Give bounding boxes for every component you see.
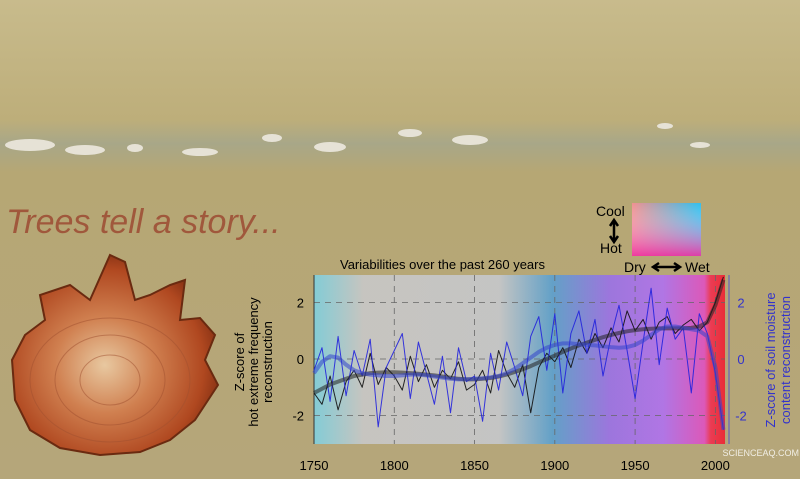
left-axis-label-line: reconstruction: [260, 321, 275, 403]
y-tick-label-right: 0: [737, 352, 744, 367]
legend-dry-label: Dry: [624, 259, 646, 275]
x-tick-label: 1850: [460, 458, 489, 473]
color-legend: Cool Hot Dry Wet: [596, 203, 710, 275]
right-axis-label-line: Z-score of soil moisture: [763, 292, 778, 427]
hot-extreme-smooth-line: [313, 279, 726, 395]
x-tick-label: 1950: [621, 458, 650, 473]
left-axis-label-line: Z-score of: [232, 332, 247, 391]
y-tick-label-right: -2: [735, 409, 747, 424]
soil-moisture-line: [313, 287, 724, 430]
sheep-flock: [5, 123, 710, 156]
y-tick-label-left: 2: [297, 295, 304, 310]
left-axis-label-line: hot extreme frequency: [246, 297, 261, 427]
right-axis-label-line: content reconstruction: [778, 296, 793, 424]
vertical-arrow-icon: [608, 217, 620, 245]
y-tick-label-left: 0: [297, 352, 304, 367]
x-tick-label: 1900: [540, 458, 569, 473]
legend-wet-label: Wet: [685, 259, 710, 275]
chart: 1750 1800 1850 1900 1950 2000 -2 -2 0 0 2 2: [292, 275, 747, 473]
plot-background: [314, 275, 725, 444]
horizontal-arrow-icon: [650, 261, 683, 273]
y-tick-label-right: 2: [737, 295, 744, 310]
tree-rings: [29, 317, 191, 443]
headline: Trees tell a story...: [6, 203, 281, 241]
legend-hot-label: Hot: [600, 240, 622, 256]
x-tick-label: 1800: [380, 458, 409, 473]
x-tick-label: 1750: [300, 458, 329, 473]
legend-cool-label: Cool: [596, 203, 625, 219]
chart-title: Variabilities over the past 260 years: [340, 257, 545, 272]
soil-moisture-smooth-line: [312, 324, 726, 431]
watermark: SCIENCEAQ.COM: [722, 448, 799, 458]
y-tick-label-left: -2: [292, 409, 304, 424]
x-tick-label: 2000: [701, 458, 730, 473]
